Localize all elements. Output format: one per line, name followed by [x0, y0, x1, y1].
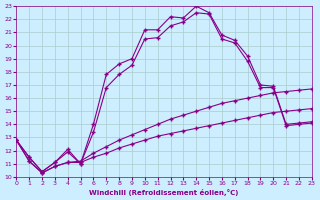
- X-axis label: Windchill (Refroidissement éolien,°C): Windchill (Refroidissement éolien,°C): [89, 189, 239, 196]
